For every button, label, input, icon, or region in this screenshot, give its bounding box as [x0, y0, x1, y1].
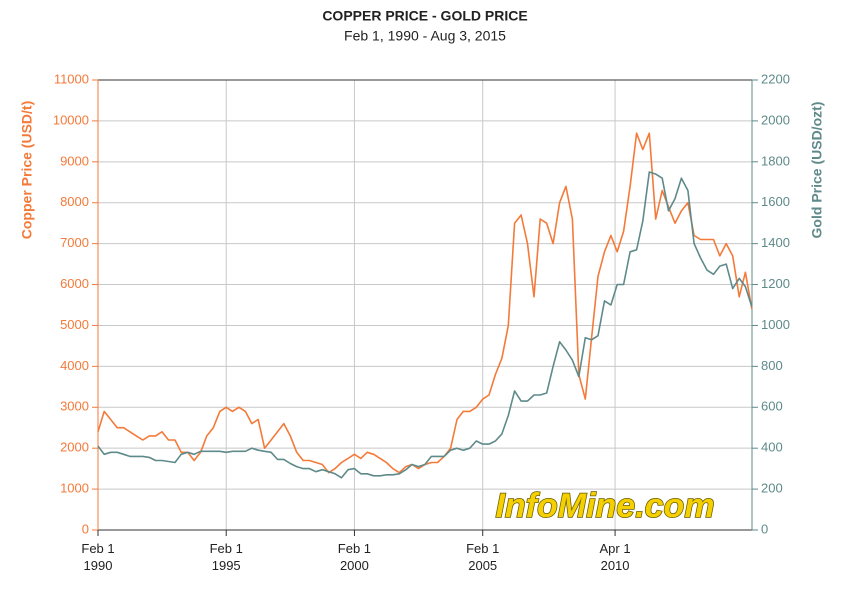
y-tick-label: 6000: [60, 276, 89, 291]
y2-tick-label: 1400: [761, 235, 790, 250]
y2-tick-label: 2000: [761, 112, 790, 127]
y2-tick-label: 800: [761, 358, 783, 373]
x-tick-label: Feb 1 2005: [466, 541, 500, 573]
chart-title: COPPER PRICE - GOLD PRICE: [322, 8, 527, 24]
y2-tick-label: 1000: [761, 317, 790, 332]
y-tick-label: 8000: [60, 194, 89, 209]
y-tick-label: 5000: [60, 317, 89, 332]
y-tick-label: 3000: [60, 399, 89, 414]
y2-tick-label: 0: [761, 521, 768, 536]
y-tick-label: 4000: [60, 358, 89, 373]
y-tick-label: 0: [82, 521, 89, 536]
y2-tick-label: 200: [761, 481, 783, 496]
x-tick-label: Feb 1 1995: [209, 541, 243, 573]
x-tick-label: Apr 1 2010: [599, 541, 631, 573]
y-axis-title: Copper Price (USD/t): [19, 101, 35, 239]
y2-axis-title: Gold Price (USD/ozt): [809, 102, 825, 239]
y-tick-label: 1000: [60, 481, 89, 496]
x-tick-label: Feb 1 1990: [81, 541, 115, 573]
y2-tick-label: 400: [761, 440, 783, 455]
watermark: InfoMine.com: [495, 487, 714, 525]
y2-tick-label: 600: [761, 399, 783, 414]
y-tick-label: 11000: [54, 71, 89, 86]
series-line: [97, 171, 753, 479]
y-tick-label: 2000: [60, 440, 89, 455]
y2-tick-label: 1800: [761, 153, 790, 168]
y2-tick-label: 1600: [761, 194, 790, 209]
chart-subtitle: Feb 1, 1990 - Aug 3, 2015: [344, 28, 506, 44]
y-tick-label: 7000: [60, 235, 89, 250]
y-tick-label: 10000: [53, 112, 89, 127]
y2-tick-label: 2200: [761, 71, 790, 86]
series-line: [97, 132, 753, 474]
x-tick-label: Feb 1 2000: [337, 541, 372, 573]
y-tick-label: 9000: [60, 153, 89, 168]
y2-tick-label: 1200: [761, 276, 790, 291]
